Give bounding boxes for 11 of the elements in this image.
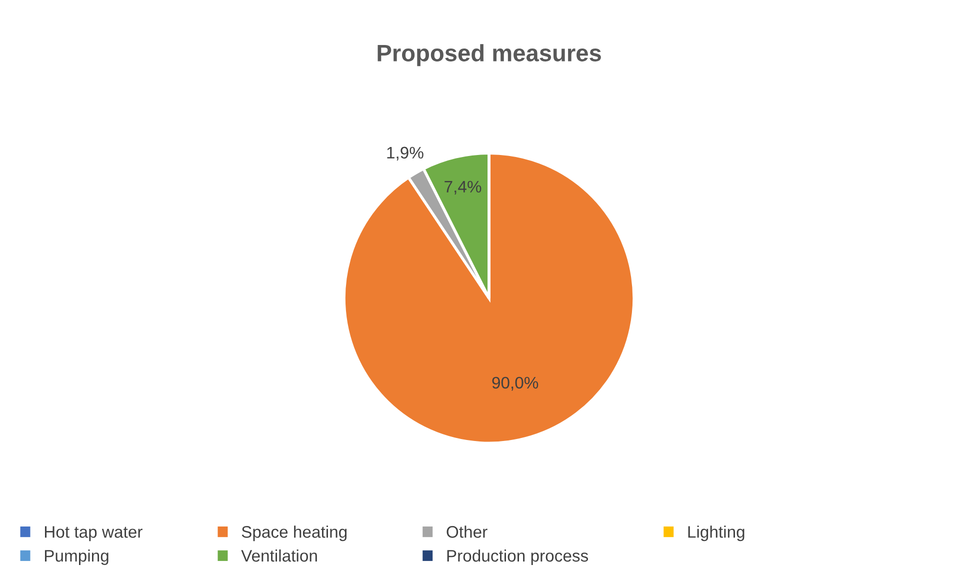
legend-label: Lighting [688,526,744,542]
data-label: 90,0% [492,376,538,391]
legend-label: Other [446,526,488,538]
chart-title: Proposed measures [378,44,601,66]
data-label: 7,4% [444,180,482,195]
legend-label: Hot tap water [44,526,142,542]
legend-label: Ventilation [241,549,317,562]
legend-label: Pumping [44,549,108,565]
legend-label: Production process [447,549,588,565]
legend-label: Space heating [242,526,347,542]
data-label: 1,9% [387,146,424,161]
